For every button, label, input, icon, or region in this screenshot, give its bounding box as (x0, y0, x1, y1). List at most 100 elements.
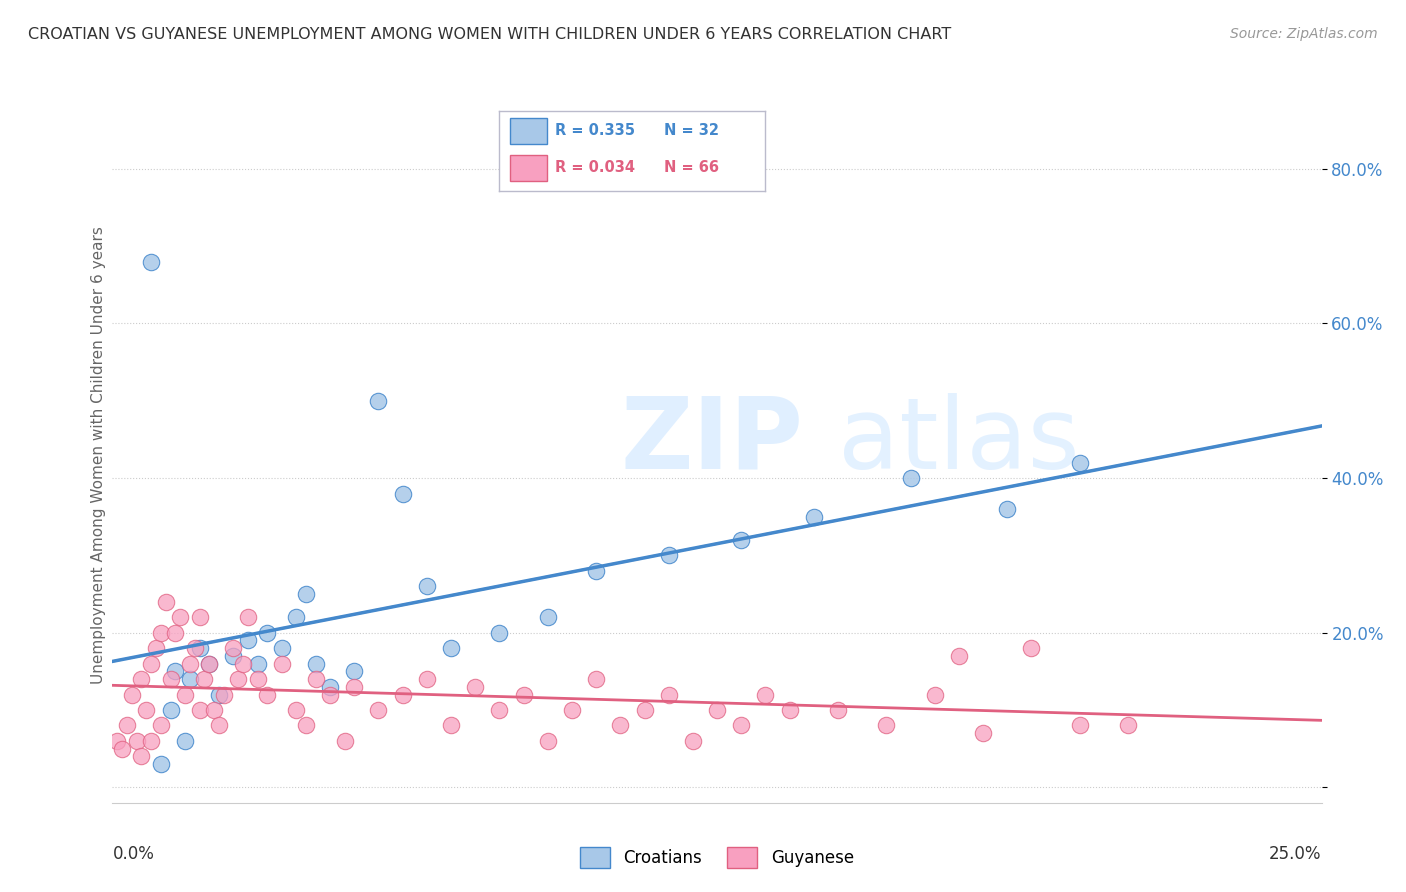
Point (208, 688, 231, 702)
Point (115, 718, 138, 732)
Point (333, 734, 356, 748)
Point (141, 254, 163, 268)
Point (125, 734, 148, 748)
Text: 0.0%: 0.0% (112, 845, 155, 863)
Legend: Croatians, Guyanese: Croatians, Guyanese (574, 841, 860, 874)
Point (159, 703, 181, 717)
Point (188, 703, 211, 717)
Point (131, 749, 153, 764)
Point (633, 703, 655, 717)
Point (183, 641, 205, 656)
Point (488, 703, 510, 717)
Point (165, 625, 187, 640)
Point (135, 703, 157, 717)
Point (121, 688, 143, 702)
Point (270, 641, 292, 656)
Point (343, 665, 366, 679)
Point (658, 688, 681, 702)
Point (198, 657, 221, 671)
Point (464, 680, 486, 694)
Point (246, 672, 269, 686)
Y-axis label: Unemployment Among Women with Children Under 6 years: Unemployment Among Women with Children U… (91, 226, 105, 684)
Point (236, 633, 259, 648)
Point (285, 610, 308, 624)
Point (193, 672, 215, 686)
Text: ZIP: ZIP (620, 392, 803, 490)
Point (212, 688, 235, 702)
Point (256, 625, 278, 640)
Point (343, 680, 366, 694)
Point (165, 665, 187, 679)
Point (319, 680, 342, 694)
Point (416, 579, 439, 593)
Point (226, 672, 249, 686)
Point (304, 657, 326, 671)
Point (285, 703, 308, 717)
Point (875, 718, 897, 732)
Point (779, 703, 801, 717)
Point (537, 610, 560, 624)
Point (900, 471, 922, 485)
Point (174, 734, 197, 748)
Point (256, 688, 278, 702)
Point (561, 703, 583, 717)
Point (169, 610, 191, 624)
Point (295, 718, 318, 732)
Point (270, 657, 292, 671)
Point (188, 610, 211, 624)
Point (585, 564, 607, 578)
Point (730, 533, 752, 547)
Point (1069, 718, 1091, 732)
Point (367, 703, 389, 717)
Point (236, 610, 259, 624)
Text: 25.0%: 25.0% (1270, 845, 1322, 863)
Point (1116, 718, 1139, 732)
Point (105, 734, 128, 748)
Point (512, 688, 534, 702)
Point (179, 672, 201, 686)
Point (141, 657, 163, 671)
Point (1021, 641, 1043, 656)
Point (537, 734, 560, 748)
Text: atlas: atlas (838, 392, 1080, 490)
Point (141, 734, 163, 748)
Point (416, 672, 439, 686)
Point (972, 726, 994, 740)
Point (754, 688, 776, 702)
Point (131, 672, 153, 686)
Point (174, 688, 197, 702)
Text: CROATIAN VS GUYANESE UNEMPLOYMENT AMONG WOMEN WITH CHILDREN UNDER 6 YEARS CORREL: CROATIAN VS GUYANESE UNEMPLOYMENT AMONG … (28, 27, 952, 42)
Point (246, 657, 269, 671)
Point (827, 703, 849, 717)
Point (803, 509, 825, 524)
Point (202, 703, 225, 717)
Point (391, 486, 413, 500)
Text: Source: ZipAtlas.com: Source: ZipAtlas.com (1230, 27, 1378, 41)
Point (111, 741, 134, 756)
Point (149, 718, 172, 732)
Point (198, 657, 221, 671)
Point (730, 718, 752, 732)
Point (208, 718, 231, 732)
Point (585, 672, 607, 686)
Point (440, 641, 463, 656)
Point (149, 757, 172, 772)
Point (179, 657, 201, 671)
Point (319, 688, 342, 702)
Point (295, 587, 318, 601)
Point (188, 641, 211, 656)
Point (149, 625, 172, 640)
Point (440, 718, 463, 732)
Point (222, 641, 245, 656)
Point (995, 502, 1018, 516)
Point (232, 657, 254, 671)
Point (658, 549, 681, 563)
Point (304, 672, 326, 686)
Point (159, 672, 181, 686)
Point (488, 625, 510, 640)
Point (367, 393, 389, 408)
Point (155, 595, 177, 609)
Point (145, 641, 167, 656)
Point (1069, 456, 1091, 470)
Point (391, 688, 413, 702)
